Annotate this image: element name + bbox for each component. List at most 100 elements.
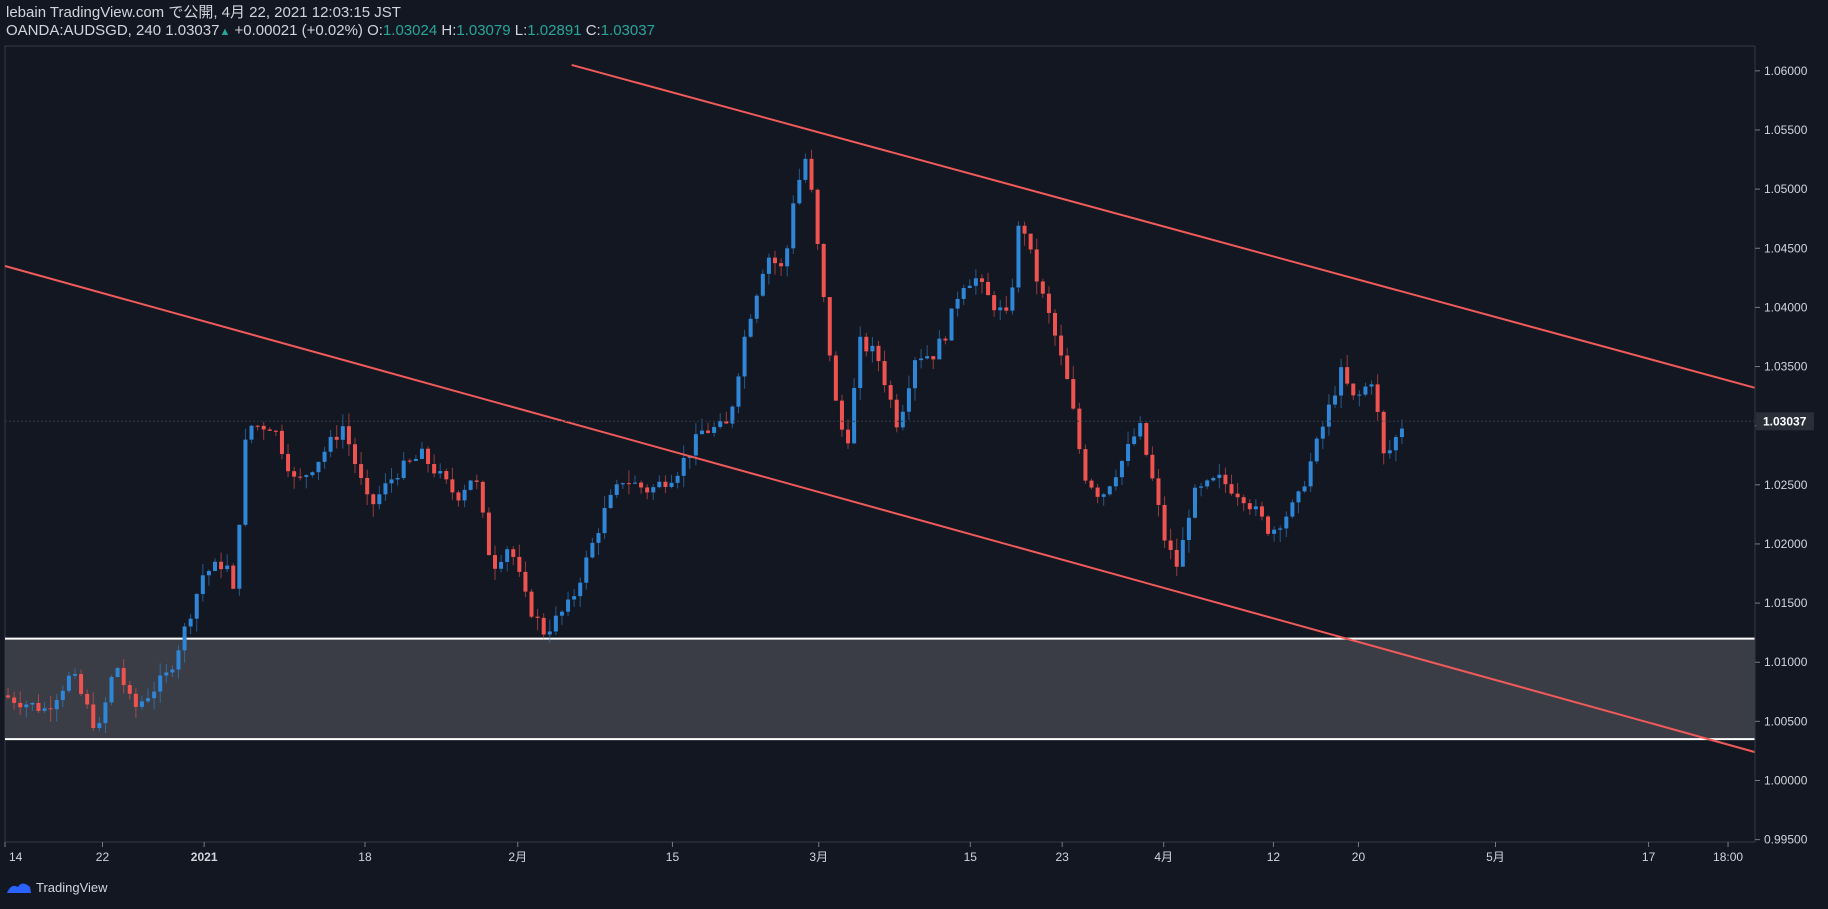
candle xyxy=(121,659,126,694)
candle xyxy=(1077,402,1082,455)
tradingview-footer[interactable]: TradingView xyxy=(6,880,108,895)
candle xyxy=(894,393,899,433)
candle-body xyxy=(572,596,577,600)
price-axis[interactable]: 1.06000 1.05500 1.05000 1.04500 1.04000 1.035… xyxy=(5,0,1828,847)
candle xyxy=(1241,494,1246,512)
candle-body xyxy=(791,203,796,249)
trendline[interactable] xyxy=(571,63,1756,389)
candle-body xyxy=(261,425,266,430)
time-axis[interactable]: 14 22 2021 18 2月 15 3月 15 23 4月 12 20 5月 17 18:00 xyxy=(4,841,1755,864)
candle-body xyxy=(681,457,686,476)
candle-body xyxy=(718,421,723,427)
candle xyxy=(97,716,102,732)
candle xyxy=(1247,499,1252,515)
tradingview-brand: TradingView xyxy=(36,880,108,895)
candle-body xyxy=(541,617,546,635)
candle xyxy=(444,468,449,484)
candle-body xyxy=(523,571,528,592)
candle xyxy=(1381,410,1386,465)
candle xyxy=(1223,467,1228,493)
candle-body xyxy=(176,650,181,670)
candle-body xyxy=(1326,404,1331,427)
candle-body xyxy=(328,436,333,452)
candle xyxy=(620,482,625,489)
candle xyxy=(852,378,857,445)
candle xyxy=(432,454,437,478)
candle-body xyxy=(1205,480,1210,487)
candle xyxy=(1205,479,1210,490)
candle-body xyxy=(1363,386,1368,395)
candle xyxy=(267,427,272,431)
candle-body xyxy=(797,179,802,204)
candle-body xyxy=(85,693,90,705)
candle-body xyxy=(1223,474,1228,485)
candle-body xyxy=(864,336,869,352)
candle-body xyxy=(36,702,41,711)
candle-body xyxy=(413,458,418,461)
open-label: O: xyxy=(367,22,383,39)
candle xyxy=(1016,221,1021,293)
candle xyxy=(73,668,77,679)
candle-body xyxy=(286,453,291,472)
candle xyxy=(760,269,765,298)
candle xyxy=(54,694,59,722)
candle xyxy=(1053,309,1057,347)
candle-body xyxy=(54,699,59,710)
candle xyxy=(1119,459,1124,486)
price-tick-label: 1.05500 xyxy=(1764,123,1808,137)
candle xyxy=(535,609,540,631)
candle xyxy=(340,414,345,449)
candle-body xyxy=(377,494,382,505)
candle xyxy=(1174,538,1179,577)
candle xyxy=(1211,476,1216,482)
candle xyxy=(1217,464,1222,489)
candle xyxy=(1229,474,1234,496)
candle-body xyxy=(103,702,108,724)
candle-body xyxy=(511,549,516,557)
candle-body xyxy=(1247,503,1252,510)
candle xyxy=(1180,527,1185,567)
candle xyxy=(1266,515,1271,537)
candle-body xyxy=(675,475,680,483)
candle xyxy=(176,645,181,679)
candle-body xyxy=(882,361,887,386)
price-tick-label: 1.02000 xyxy=(1764,537,1808,551)
candle-body xyxy=(1144,423,1149,455)
candle-body xyxy=(894,399,899,428)
candle-body xyxy=(146,698,151,702)
symbol-info: OANDA:AUDSGD, 240 1.03037 xyxy=(6,22,220,39)
candle xyxy=(322,446,327,469)
candle-body xyxy=(1126,443,1131,462)
candle xyxy=(1314,436,1319,464)
candle-body xyxy=(888,385,893,400)
candle-body xyxy=(432,464,437,474)
candle xyxy=(590,537,595,559)
candle-body xyxy=(1241,497,1246,504)
candle-body xyxy=(961,287,966,299)
candle-body xyxy=(1028,233,1033,250)
candle xyxy=(499,554,504,573)
candle xyxy=(657,475,662,489)
candle xyxy=(152,681,157,710)
candle xyxy=(1144,422,1149,457)
time-tick-label: 4月 xyxy=(1154,850,1173,864)
candle-body xyxy=(419,448,424,459)
candle-body xyxy=(383,483,388,495)
candle-body xyxy=(213,561,217,571)
candle xyxy=(426,446,431,473)
trendline[interactable] xyxy=(4,265,1756,754)
candle xyxy=(1399,419,1404,445)
candle xyxy=(913,356,917,401)
candle xyxy=(766,253,771,285)
candle-body xyxy=(474,480,479,482)
candle-body xyxy=(249,425,254,440)
candle xyxy=(937,330,942,360)
candle-body xyxy=(919,358,924,361)
candle xyxy=(1296,490,1301,514)
candle xyxy=(1040,278,1045,299)
candle-body xyxy=(1278,528,1283,530)
price-tick-label: 1.01000 xyxy=(1764,655,1808,669)
time-tick-label: 17 xyxy=(1642,850,1656,864)
candle xyxy=(639,480,644,494)
